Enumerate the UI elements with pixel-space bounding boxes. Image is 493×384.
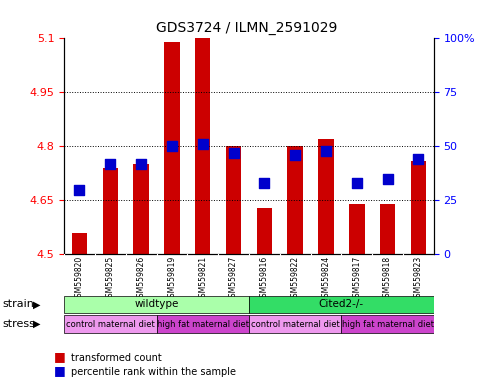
Point <box>137 161 145 167</box>
Bar <box>380 204 395 255</box>
Bar <box>318 139 334 255</box>
Text: ■: ■ <box>54 364 66 377</box>
Bar <box>249 315 341 333</box>
Text: control maternal diet: control maternal diet <box>251 320 340 329</box>
Text: GSM559822: GSM559822 <box>291 256 300 302</box>
Bar <box>157 315 249 333</box>
Point <box>168 143 176 149</box>
Bar <box>226 146 241 255</box>
Text: GSM559823: GSM559823 <box>414 256 423 302</box>
Text: GSM559825: GSM559825 <box>106 256 115 302</box>
Point <box>415 156 423 162</box>
Bar <box>64 315 157 333</box>
Text: ▶: ▶ <box>33 300 41 310</box>
Bar <box>341 315 434 333</box>
Text: GSM559824: GSM559824 <box>321 256 330 302</box>
Point <box>106 161 114 167</box>
Bar <box>103 168 118 255</box>
Text: high fat maternal diet: high fat maternal diet <box>157 320 249 329</box>
Text: stress: stress <box>2 319 35 329</box>
Bar <box>257 208 272 255</box>
Point <box>260 180 268 186</box>
Bar <box>164 42 179 255</box>
Text: ■: ■ <box>54 350 66 363</box>
Text: GSM559816: GSM559816 <box>260 256 269 302</box>
Text: strain: strain <box>2 300 35 310</box>
Text: high fat maternal diet: high fat maternal diet <box>342 320 434 329</box>
Point <box>199 141 207 147</box>
Text: GSM559818: GSM559818 <box>383 256 392 302</box>
Point <box>353 180 361 186</box>
Point <box>384 176 391 182</box>
Bar <box>195 38 211 255</box>
Bar <box>249 296 434 313</box>
Text: Cited2-/-: Cited2-/- <box>319 300 364 310</box>
Bar <box>349 204 364 255</box>
Text: wildtype: wildtype <box>134 300 179 310</box>
Bar <box>134 164 149 255</box>
Text: control maternal diet: control maternal diet <box>66 320 155 329</box>
Bar <box>287 146 303 255</box>
Bar <box>72 233 87 255</box>
Point <box>230 150 238 156</box>
Text: GSM559821: GSM559821 <box>198 256 207 302</box>
Point <box>322 148 330 154</box>
Bar <box>64 296 249 313</box>
Point <box>291 152 299 158</box>
Text: GSM559817: GSM559817 <box>352 256 361 302</box>
Text: GSM559827: GSM559827 <box>229 256 238 302</box>
Bar <box>411 161 426 255</box>
Text: percentile rank within the sample: percentile rank within the sample <box>71 367 237 377</box>
Text: transformed count: transformed count <box>71 353 162 363</box>
Point <box>75 187 83 193</box>
Text: GSM559820: GSM559820 <box>75 256 84 302</box>
Text: GSM559819: GSM559819 <box>168 256 176 302</box>
Text: GDS3724 / ILMN_2591029: GDS3724 / ILMN_2591029 <box>156 21 337 35</box>
Text: GSM559826: GSM559826 <box>137 256 145 302</box>
Text: ▶: ▶ <box>33 319 41 329</box>
